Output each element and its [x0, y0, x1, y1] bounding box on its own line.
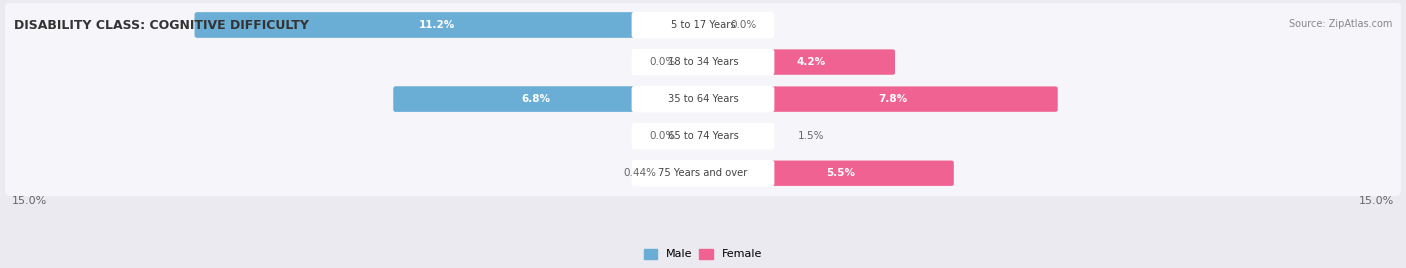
- Text: 6.8%: 6.8%: [522, 94, 550, 104]
- Text: DISABILITY CLASS: COGNITIVE DIFFICULTY: DISABILITY CLASS: COGNITIVE DIFFICULTY: [14, 19, 309, 32]
- Text: 4.2%: 4.2%: [797, 57, 825, 67]
- FancyBboxPatch shape: [631, 86, 775, 113]
- Text: 5 to 17 Years: 5 to 17 Years: [671, 20, 735, 30]
- Legend: Male, Female: Male, Female: [640, 244, 766, 264]
- FancyBboxPatch shape: [6, 39, 1400, 85]
- FancyBboxPatch shape: [700, 50, 896, 75]
- FancyBboxPatch shape: [631, 12, 775, 38]
- FancyBboxPatch shape: [631, 123, 775, 150]
- Text: 35 to 64 Years: 35 to 64 Years: [668, 94, 738, 104]
- FancyBboxPatch shape: [394, 87, 669, 112]
- Text: 11.2%: 11.2%: [419, 20, 454, 30]
- FancyBboxPatch shape: [681, 161, 692, 186]
- FancyBboxPatch shape: [195, 12, 706, 38]
- FancyBboxPatch shape: [666, 161, 683, 186]
- FancyBboxPatch shape: [394, 87, 692, 112]
- Text: 75 Years and over: 75 Years and over: [658, 168, 748, 178]
- Text: 1.5%: 1.5%: [797, 131, 824, 141]
- FancyBboxPatch shape: [6, 150, 1400, 196]
- FancyBboxPatch shape: [737, 124, 773, 149]
- Text: 18 to 34 Years: 18 to 34 Years: [668, 57, 738, 67]
- FancyBboxPatch shape: [737, 161, 953, 186]
- FancyBboxPatch shape: [631, 160, 775, 187]
- FancyBboxPatch shape: [394, 87, 706, 112]
- FancyBboxPatch shape: [737, 87, 1057, 112]
- FancyBboxPatch shape: [700, 124, 773, 149]
- FancyBboxPatch shape: [6, 76, 1400, 122]
- Text: 0.0%: 0.0%: [730, 20, 756, 30]
- Text: 0.0%: 0.0%: [650, 131, 676, 141]
- Text: 15.0%: 15.0%: [11, 196, 46, 206]
- FancyBboxPatch shape: [700, 161, 953, 186]
- FancyBboxPatch shape: [6, 113, 1400, 159]
- Text: 65 to 74 Years: 65 to 74 Years: [668, 131, 738, 141]
- Text: 0.44%: 0.44%: [623, 168, 657, 178]
- Text: 0.0%: 0.0%: [650, 57, 676, 67]
- FancyBboxPatch shape: [681, 161, 706, 186]
- Text: 5.5%: 5.5%: [827, 168, 855, 178]
- FancyBboxPatch shape: [631, 49, 775, 75]
- FancyBboxPatch shape: [737, 50, 896, 75]
- FancyBboxPatch shape: [195, 12, 669, 38]
- Text: Source: ZipAtlas.com: Source: ZipAtlas.com: [1288, 19, 1392, 29]
- FancyBboxPatch shape: [6, 2, 1400, 48]
- FancyBboxPatch shape: [700, 87, 1057, 112]
- Text: 7.8%: 7.8%: [879, 94, 907, 104]
- Text: 15.0%: 15.0%: [1360, 196, 1395, 206]
- FancyBboxPatch shape: [195, 12, 692, 38]
